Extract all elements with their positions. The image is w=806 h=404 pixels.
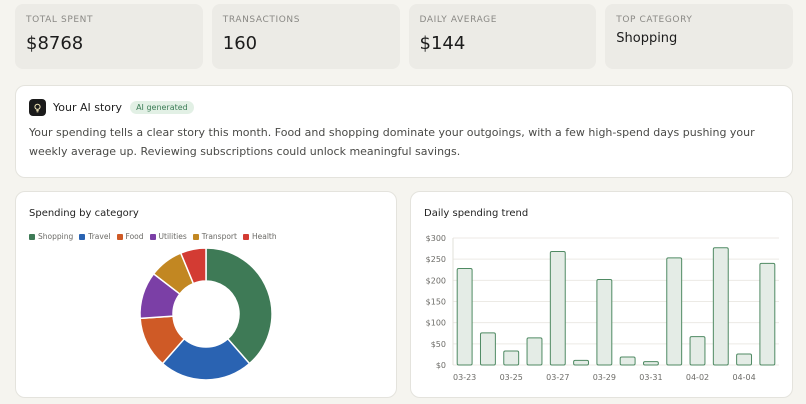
stat-top-category: TOP CATEGORY Shopping bbox=[605, 4, 793, 69]
bar-04-04 bbox=[736, 353, 753, 366]
legend-swatch bbox=[192, 233, 199, 240]
legend-item-shopping: Shopping bbox=[29, 232, 73, 241]
bar-03-27 bbox=[549, 251, 566, 366]
stat-value: $144 bbox=[419, 33, 466, 54]
stat-label: DAILY AVERAGE bbox=[419, 15, 498, 25]
stat-label: TRANSACTIONS bbox=[222, 15, 301, 25]
bar-03-23 bbox=[456, 267, 473, 366]
y-tick-label: $100 bbox=[426, 319, 446, 328]
bar-03-31 bbox=[642, 361, 659, 366]
bar-03-25 bbox=[503, 350, 520, 366]
y-tick-label: $150 bbox=[426, 298, 446, 307]
daily-trend-chart: $0 $50 $100 $150 $200 $250 $300 03-23 03-25 03-27… bbox=[426, 234, 779, 382]
bar-03-30 bbox=[619, 356, 636, 366]
legend-item-food: Food bbox=[116, 232, 144, 241]
x-tick-label: 03-29 bbox=[593, 373, 616, 382]
y-tick-label: $200 bbox=[426, 276, 446, 285]
trend-card-title: Daily spending trend bbox=[424, 208, 529, 219]
category-donut-chart bbox=[139, 247, 273, 381]
stat-value: $8768 bbox=[26, 33, 84, 54]
category-card-title: Spending by category bbox=[29, 208, 139, 219]
legend-label: Utilities bbox=[158, 232, 187, 241]
y-tick-label: $0 bbox=[436, 361, 446, 370]
bar-03-29 bbox=[596, 278, 613, 366]
legend-label: Travel bbox=[88, 232, 111, 241]
stat-total-spent: TOTAL SPENT $8768 bbox=[15, 4, 203, 69]
x-tick-label: 03-25 bbox=[500, 373, 523, 382]
legend-swatch bbox=[242, 233, 249, 240]
category-card: Spending by category Shopping Travel Food U… bbox=[15, 191, 397, 398]
legend-item-transport: Transport bbox=[192, 232, 237, 241]
stat-value: 160 bbox=[222, 33, 258, 54]
x-tick-label: 03-23 bbox=[453, 373, 476, 382]
ai-story-title: Your AI story bbox=[53, 101, 123, 114]
legend-item-health: Health bbox=[242, 232, 277, 241]
lightbulb-icon bbox=[29, 99, 46, 116]
y-tick-label: $300 bbox=[426, 234, 446, 243]
stat-label: TOP CATEGORY bbox=[616, 15, 693, 25]
legend-item-utilities: Utilities bbox=[149, 232, 187, 241]
bar-04-01 bbox=[666, 257, 683, 366]
trend-card: Daily spending trend $0 $50 $100 $150 $200 $2… bbox=[410, 191, 793, 398]
stat-label: TOTAL SPENT bbox=[26, 15, 94, 25]
bar-03-24 bbox=[479, 332, 496, 366]
donut-slice-travel bbox=[161, 337, 251, 381]
stat-transactions: TRANSACTIONS 160 bbox=[211, 4, 400, 69]
legend-label: Transport bbox=[201, 232, 237, 241]
x-tick-label: 03-27 bbox=[546, 373, 569, 382]
stat-daily-average: DAILY AVERAGE $144 bbox=[408, 4, 597, 69]
bar-03-26 bbox=[526, 337, 543, 366]
donut-slice-shopping bbox=[205, 247, 273, 365]
legend-label: Shopping bbox=[38, 232, 74, 241]
legend-label: Health bbox=[251, 232, 277, 241]
legend-swatch bbox=[116, 233, 123, 240]
ai-story-card: Your AI story AI generated Your spending… bbox=[15, 85, 793, 178]
bar-04-05 bbox=[759, 262, 776, 366]
y-tick-label: $50 bbox=[431, 340, 446, 349]
bar-03-28 bbox=[573, 359, 590, 366]
stat-value: Shopping bbox=[616, 31, 678, 46]
x-tick-label: 03-31 bbox=[639, 373, 662, 382]
ai-story-text: Your spending tells a clear story this m… bbox=[29, 126, 755, 158]
legend-swatch bbox=[29, 233, 35, 240]
x-tick-label: 04-04 bbox=[732, 373, 755, 382]
stats-row: TOTAL SPENT $8768 TRANSACTIONS 160 DAILY… bbox=[15, 4, 793, 69]
x-tick-label: 04-02 bbox=[686, 373, 709, 382]
ai-story-header: Your AI story AI generated bbox=[29, 99, 779, 116]
donut-slice-health bbox=[179, 247, 207, 285]
legend-label: Food bbox=[125, 232, 144, 241]
ai-generated-badge: AI generated bbox=[130, 101, 194, 114]
legend-item-travel: Travel bbox=[79, 232, 111, 241]
y-tick-label: $250 bbox=[426, 255, 446, 264]
category-legend: Shopping Travel Food Utilities Transport Heal… bbox=[29, 232, 277, 241]
bar-04-02 bbox=[689, 336, 706, 366]
bar-04-03 bbox=[712, 247, 729, 366]
legend-swatch bbox=[149, 233, 156, 240]
legend-swatch bbox=[79, 233, 86, 240]
